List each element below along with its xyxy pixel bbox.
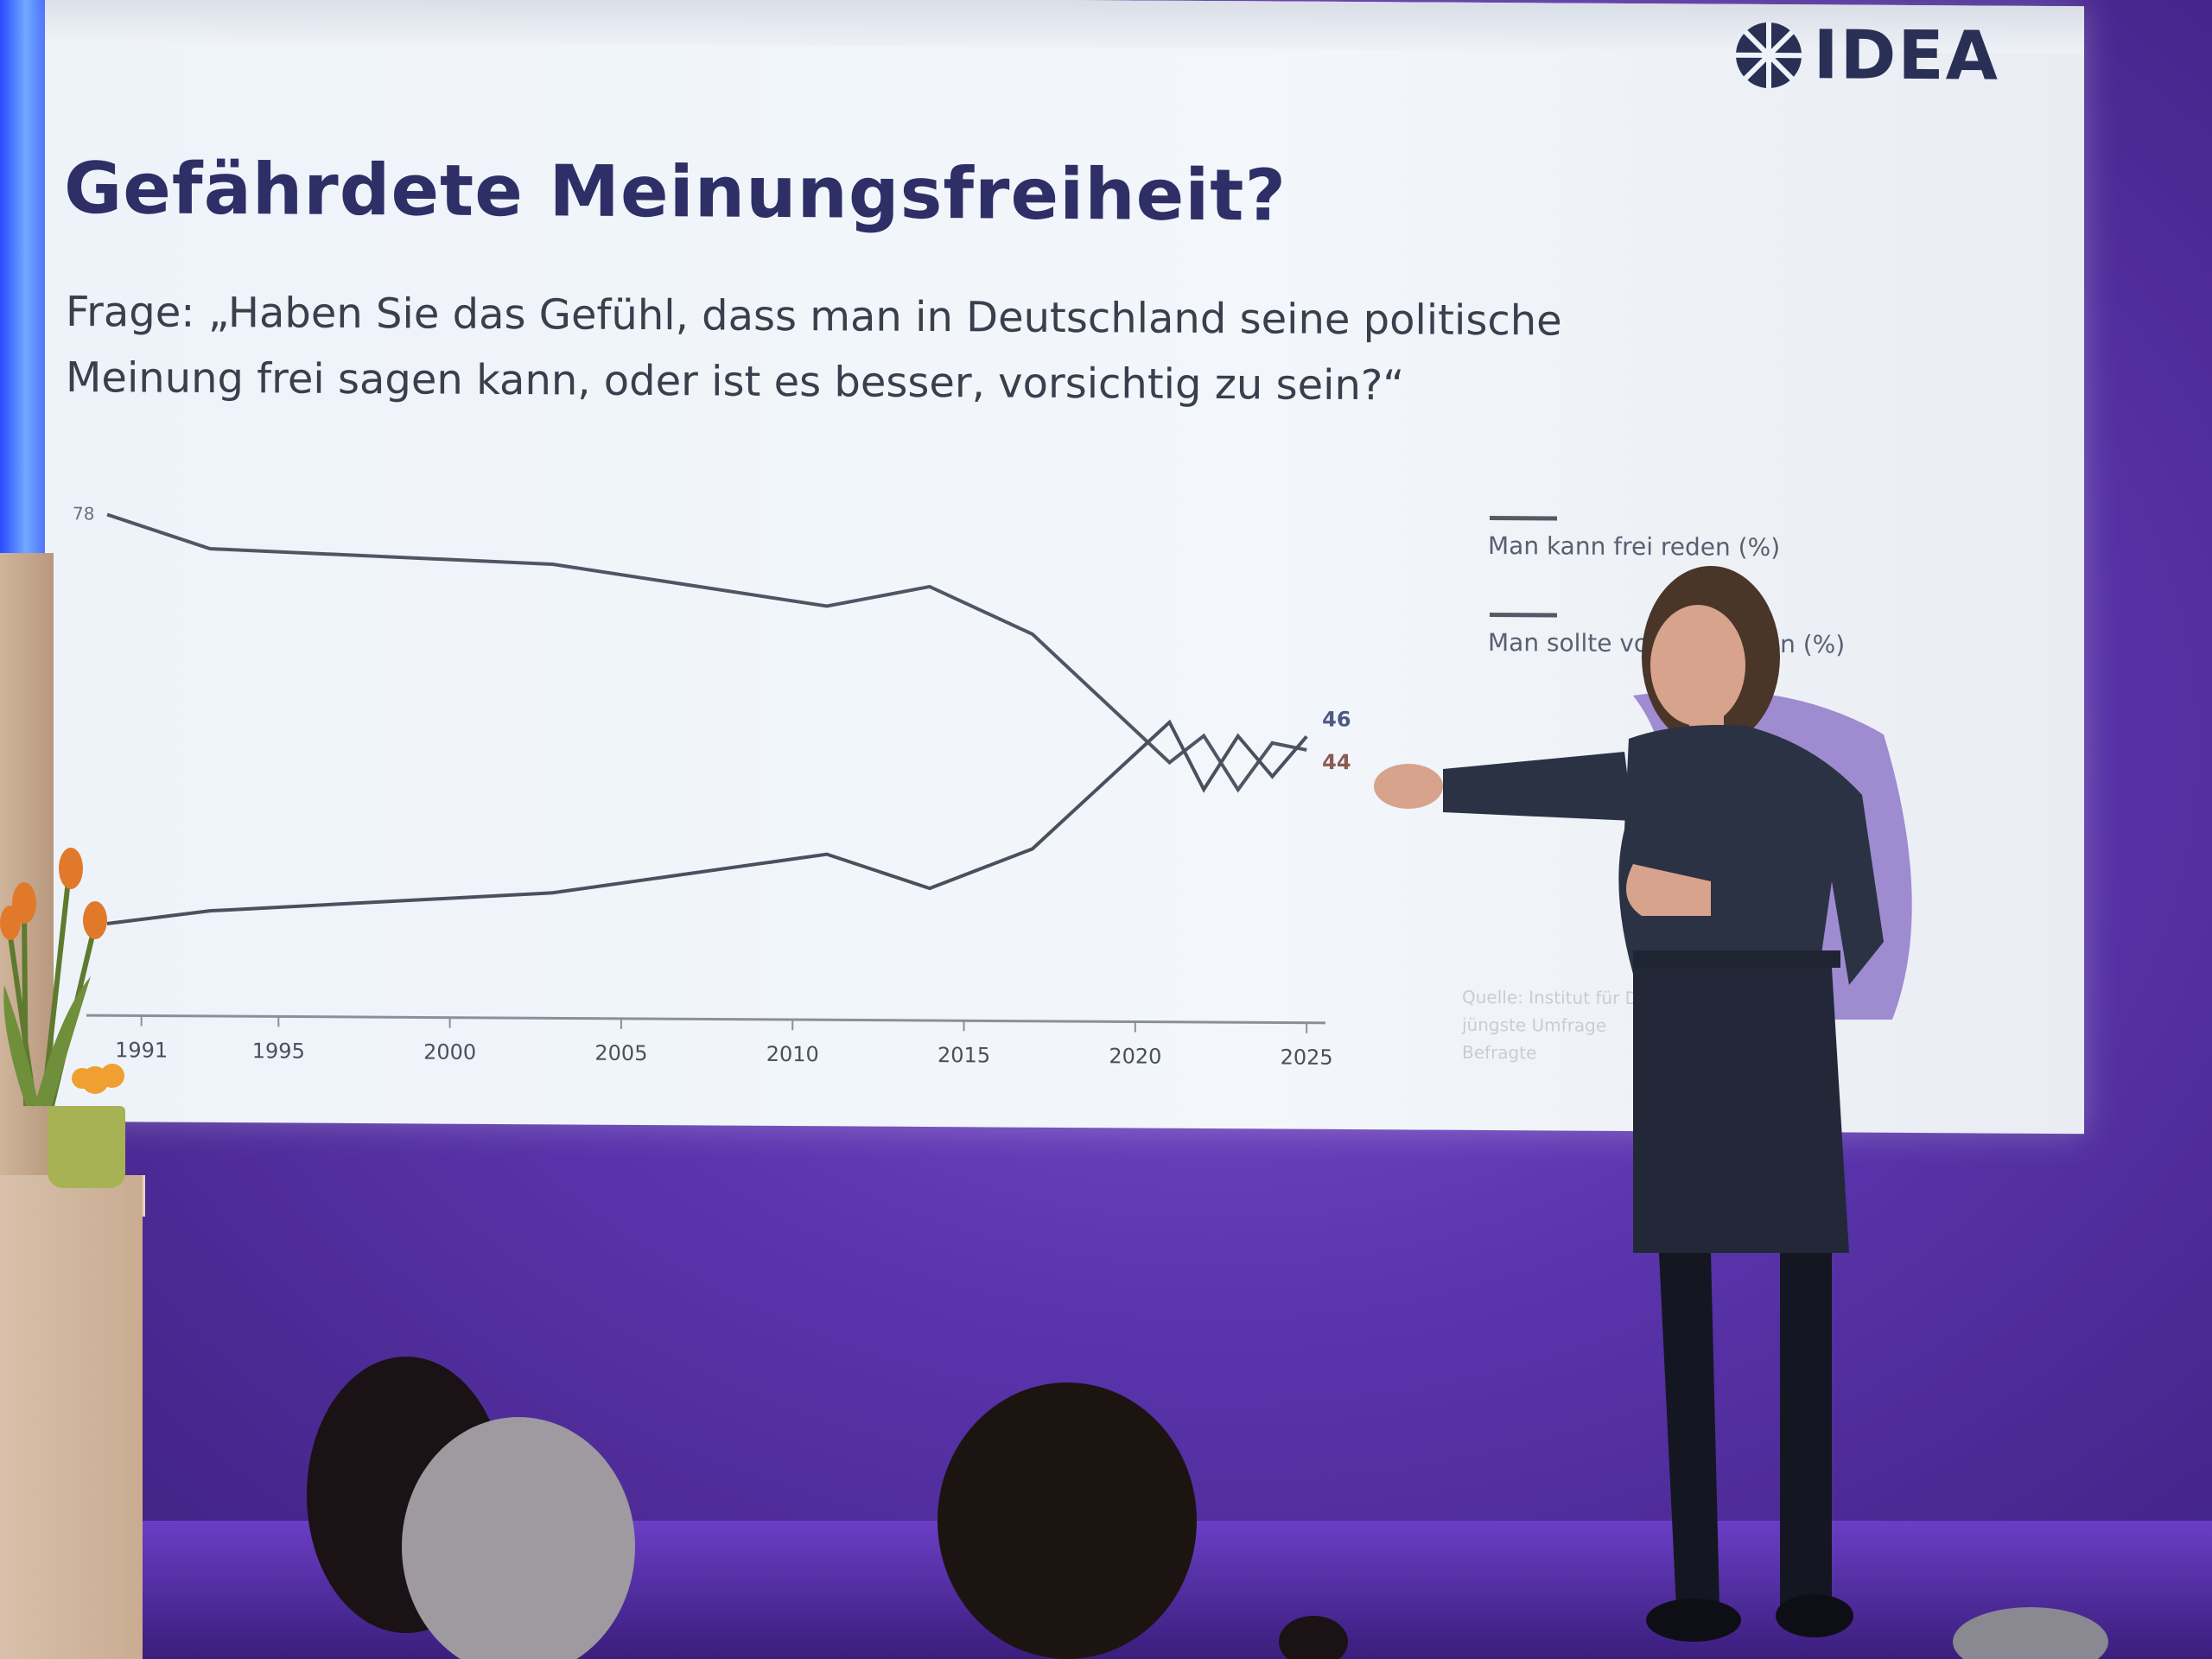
line-chart: 1991 1995 2000 2005 2010 2015 2020 2025 44 46 78	[73, 503, 1351, 1070]
series-start-label: 78	[73, 503, 94, 524]
flower-pot	[48, 1106, 125, 1188]
wooden-pedestal	[0, 1175, 143, 1659]
tulip-bouquet	[0, 848, 124, 1107]
projection-screen: IDEA Gefährdete Meinungsfreiheit? Frage:…	[45, 0, 2084, 1135]
legend-swatch-1	[1490, 516, 1557, 521]
series-end-label: 46	[1322, 707, 1351, 731]
x-tick-label: 2015	[938, 1043, 990, 1067]
presenter	[1374, 566, 1912, 1642]
x-tick-label: 2010	[766, 1042, 819, 1066]
blue-light	[0, 0, 52, 553]
x-tick-label: 1995	[252, 1039, 305, 1063]
x-tick-label: 1991	[115, 1038, 168, 1062]
series-end-label: 44	[1322, 750, 1351, 774]
idea-logo: IDEA	[1732, 16, 1999, 96]
series-line-vorsichtig	[106, 719, 1308, 925]
x-axis	[86, 1014, 1325, 1025]
audience-heads	[307, 1357, 2108, 1659]
x-tick-label: 2025	[1281, 1046, 1333, 1070]
x-tick-label: 2005	[594, 1041, 647, 1065]
x-tick-label: 2020	[1109, 1044, 1161, 1068]
cross-logo-icon	[1735, 22, 1802, 88]
series-line-frei-reden	[106, 512, 1307, 793]
x-tick-label: 2000	[423, 1039, 476, 1064]
